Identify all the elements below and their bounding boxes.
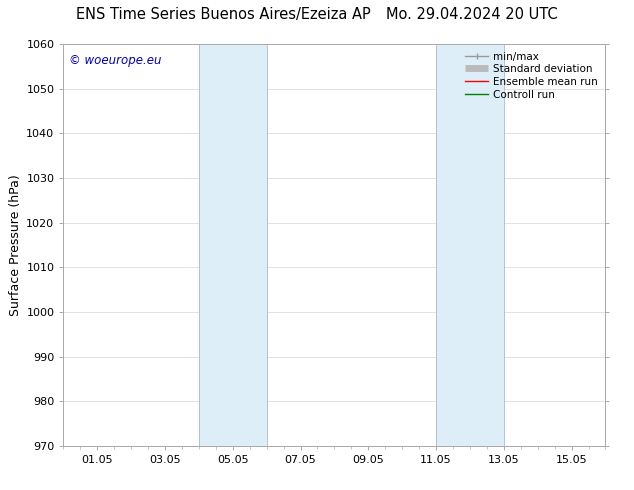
- Text: ENS Time Series Buenos Aires/Ezeiza AP: ENS Time Series Buenos Aires/Ezeiza AP: [76, 7, 371, 23]
- Legend: min/max, Standard deviation, Ensemble mean run, Controll run: min/max, Standard deviation, Ensemble me…: [463, 49, 600, 102]
- Bar: [199, 44, 267, 446]
- Y-axis label: Surface Pressure (hPa): Surface Pressure (hPa): [9, 174, 22, 316]
- Text: © woeurope.eu: © woeurope.eu: [69, 54, 161, 67]
- Text: Mo. 29.04.2024 20 UTC: Mo. 29.04.2024 20 UTC: [386, 7, 558, 23]
- Bar: [436, 44, 504, 446]
